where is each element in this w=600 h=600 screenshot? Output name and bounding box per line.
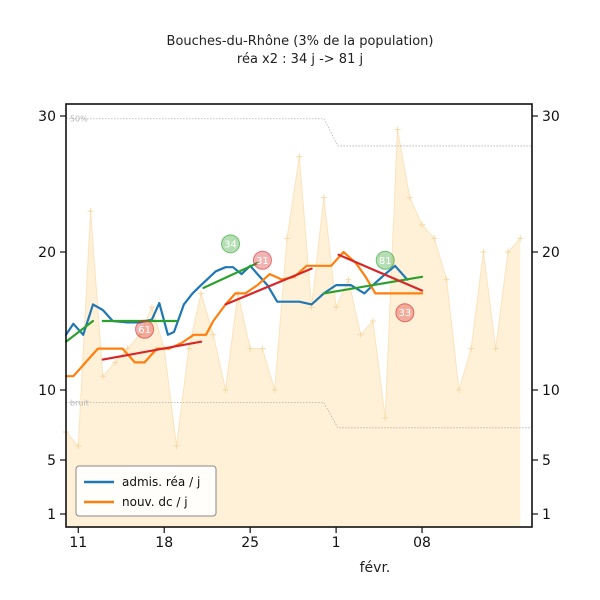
raw-daily-marker — [517, 235, 524, 242]
series-line — [101, 340, 203, 361]
raw-daily-marker — [222, 387, 229, 393]
series-line — [202, 261, 259, 289]
raw-daily-marker — [87, 208, 94, 215]
raw-daily-marker — [271, 387, 278, 393]
raw-daily-marker — [75, 443, 82, 449]
raw-daily-marker — [394, 126, 401, 133]
raw-daily-marker — [369, 318, 376, 324]
raw-daily-marker — [357, 331, 364, 338]
y-tick-label-right: 1 — [542, 507, 551, 523]
raw-daily-marker — [198, 290, 205, 297]
raw-daily-marker — [185, 345, 192, 352]
plot-frame — [65, 103, 533, 528]
raw-daily-marker — [406, 194, 413, 201]
annotation-label: 81 — [379, 256, 392, 267]
raw-daily-marker — [247, 345, 254, 352]
raw-daily-marker — [455, 387, 462, 393]
annotation-label: 34 — [224, 239, 237, 250]
series-line — [322, 275, 424, 295]
x-tick-label: 1 — [332, 535, 341, 551]
reference-line-50% — [66, 118, 532, 147]
y-tick-label-right: 10 — [542, 383, 560, 399]
y-tick-label-right: 5 — [542, 453, 551, 469]
raw-daily-marker — [210, 331, 217, 338]
annotation-circle — [135, 319, 155, 339]
legend-label: admis. réa / j — [122, 475, 200, 489]
series-line — [224, 267, 313, 306]
annotation-label: 61 — [138, 325, 151, 336]
x-axis-label: févr. — [359, 560, 391, 576]
raw-daily-marker — [505, 249, 511, 255]
annotation-circle — [221, 234, 241, 254]
series-line — [64, 319, 95, 343]
annotation-label: 33 — [398, 308, 411, 319]
raw-daily-marker — [320, 194, 327, 201]
raw-daily-marker — [259, 345, 266, 352]
raw-daily-marker — [296, 153, 303, 160]
raw-daily-marker — [419, 221, 426, 228]
raw-daily-marker — [112, 359, 119, 366]
y-tick-label-left: 20 — [38, 245, 56, 261]
y-tick-label-right: 30 — [542, 109, 560, 125]
annotation-circle — [395, 303, 415, 323]
raw-daily-marker — [284, 235, 290, 242]
raw-daily-marker — [173, 443, 180, 449]
legend-box — [75, 465, 217, 517]
annotation-label: 31 — [256, 256, 269, 267]
y-tick-label-left: 30 — [38, 109, 56, 125]
reference-label: 50% — [70, 115, 88, 124]
raw-daily-area — [66, 129, 521, 527]
raw-daily-marker — [431, 235, 438, 242]
raw-daily-marker — [99, 373, 106, 380]
raw-daily-marker — [468, 345, 475, 352]
annotation-circle — [375, 250, 395, 270]
raw-daily-marker — [443, 276, 450, 283]
chart-title: Bouches-du-Rhône (3% de la population) — [166, 34, 434, 49]
raw-daily-marker — [480, 249, 487, 255]
reference-label: bruit — [70, 399, 89, 408]
x-tick-label: 08 — [413, 535, 431, 551]
y-tick-label-left: 1 — [47, 507, 56, 523]
x-tick-label: 25 — [241, 535, 259, 551]
series-line — [64, 250, 424, 378]
raw-daily-marker — [333, 304, 340, 311]
y-tick-label-left: 5 — [47, 453, 56, 469]
raw-daily-line — [65, 129, 521, 448]
raw-daily-marker — [148, 304, 155, 311]
annotation-circle — [252, 250, 272, 270]
y-tick-label-left: 10 — [38, 383, 56, 399]
x-tick-label: 18 — [155, 535, 173, 551]
raw-daily-marker — [492, 345, 499, 352]
x-tick-label: 11 — [69, 535, 87, 551]
raw-daily-marker — [382, 415, 389, 421]
raw-daily-marker — [345, 276, 352, 283]
chart-subtitle: réa x2 : 34 j -> 81 j — [236, 52, 364, 67]
series-line — [337, 253, 424, 292]
raw-daily-marker — [124, 345, 131, 352]
legend-label: nouv. dc / j — [122, 495, 188, 509]
y-tick-label-right: 20 — [542, 245, 560, 261]
